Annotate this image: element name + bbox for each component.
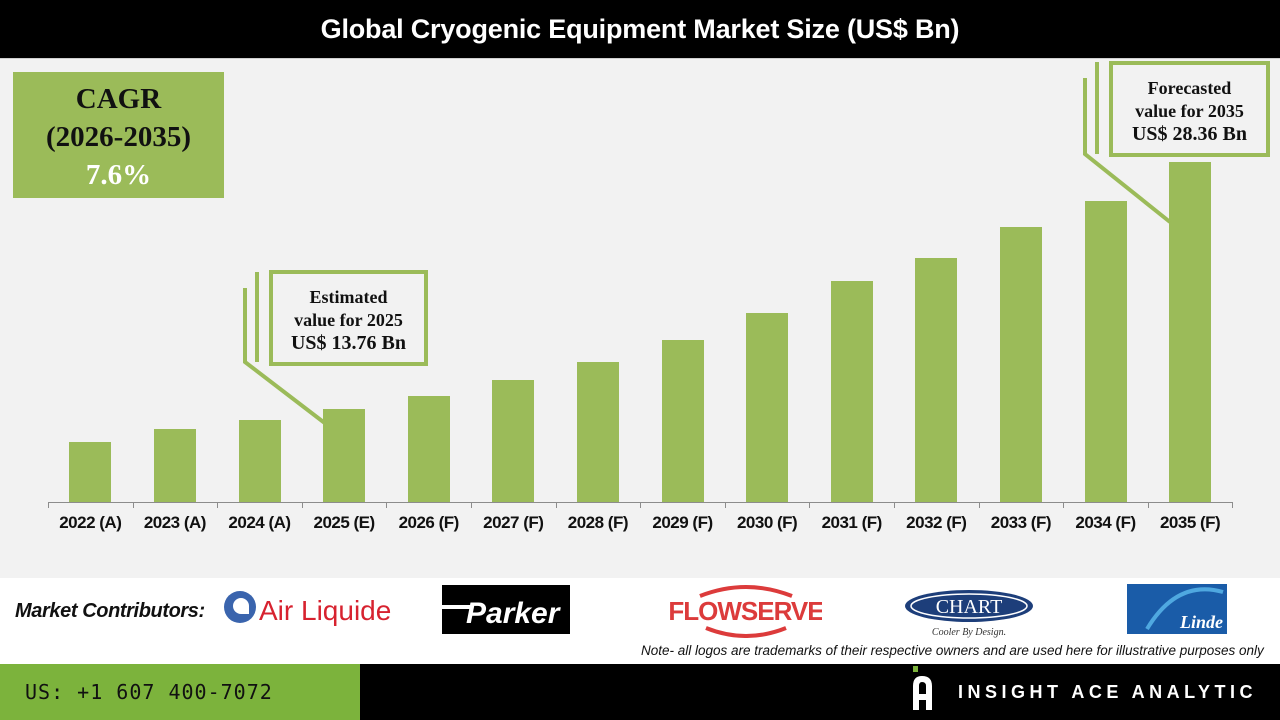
- x-axis-label: 2033 (F): [990, 513, 1052, 532]
- estimated-callout-value: US$ 13.76 Bn: [290, 332, 407, 354]
- footer-contact: US: +1 607 400-7072: [0, 664, 360, 720]
- brand-name: INSIGHT ACE ANALYTIC: [958, 682, 1258, 702]
- bar-2022: [69, 441, 112, 502]
- flowserve-icon: FLOWSERVE: [668, 585, 825, 638]
- svg-text:Cooler By Design.: Cooler By Design.: [932, 627, 1006, 638]
- title-bar: Global Cryogenic Equipment Market Size (…: [0, 0, 1280, 59]
- x-axis-tick: [978, 502, 980, 508]
- air-liquide-icon: Air Liquide: [224, 591, 391, 626]
- x-axis-tick: [471, 502, 472, 508]
- cagr-period: (2026-2035): [46, 121, 191, 153]
- x-axis-tick: [724, 502, 726, 508]
- x-axis-label: 2031 (F): [821, 513, 883, 532]
- bar-2028: [576, 361, 619, 502]
- air-liquide-logo: Air Liquide: [223, 590, 398, 626]
- bar-2031: [830, 280, 873, 502]
- x-axis-label: 2035 (F): [1159, 513, 1221, 532]
- cagr-box: CAGR (2026-2035) 7.6%: [13, 72, 224, 198]
- linde-logo: Linde: [1127, 584, 1227, 634]
- bar-2033: [999, 226, 1042, 502]
- x-axis-label: 2029 (F): [652, 513, 713, 532]
- footer-brand-bar: [360, 664, 1280, 720]
- x-axis-label: 2022 (A): [59, 513, 122, 532]
- estimated-callout-line2: value for 2025: [294, 310, 403, 330]
- forecasted-callout-line2: value for 2035: [1135, 101, 1244, 121]
- bar-2025: [323, 409, 366, 502]
- estimated-callout-line1: Estimated: [309, 287, 388, 307]
- x-axis-label: 2028 (F): [567, 513, 629, 532]
- svg-text:Linde: Linde: [1179, 612, 1223, 632]
- x-axis-label: 2030 (F): [736, 513, 798, 532]
- bar-2032: [915, 258, 958, 502]
- x-axis-tick: [894, 502, 895, 508]
- phone-number[interactable]: US: +1 607 400-7072: [25, 680, 273, 704]
- x-axis-tick: [1147, 502, 1149, 508]
- bar-2026: [407, 395, 450, 502]
- parker-logo: Parker: [442, 585, 570, 634]
- bar-2024: [238, 419, 281, 502]
- contributors-label: Market Contributors:: [15, 600, 205, 622]
- svg-text:Parker: Parker: [466, 597, 562, 630]
- x-axis-label: 2026 (F): [398, 513, 460, 532]
- bar-2034: [1084, 201, 1127, 502]
- x-axis-tick: [1063, 502, 1065, 508]
- contributors-strip: [0, 578, 1280, 664]
- forecasted-callout-line1: Forecasted: [1147, 78, 1232, 98]
- flowserve-logo: FLOWSERVE: [668, 584, 825, 638]
- bar-2035: [1169, 162, 1212, 502]
- x-axis-label: 2025 (E): [313, 513, 375, 532]
- x-axis-label: 2034 (F): [1075, 513, 1136, 532]
- x-axis-label: 2032 (F): [906, 513, 967, 532]
- x-axis-tick: [809, 502, 811, 508]
- parker-icon: Parker: [442, 597, 562, 630]
- svg-text:CHART: CHART: [936, 596, 1003, 618]
- bar-2023: [153, 428, 196, 502]
- cagr-value: 7.6%: [85, 159, 152, 191]
- linde-icon: Linde: [1145, 587, 1224, 632]
- x-axis-tick: [386, 502, 388, 508]
- svg-text:Air Liquide: Air Liquide: [259, 595, 391, 626]
- x-axis-tick: [1232, 502, 1234, 508]
- x-axis-label: 2024 (A): [228, 513, 291, 532]
- chart-title: Global Cryogenic Equipment Market Size (…: [320, 13, 960, 44]
- x-axis-tick: [48, 502, 49, 508]
- x-axis-tick: [217, 502, 219, 508]
- insight-ace-logo-icon: [913, 666, 932, 710]
- bar-2029: [661, 339, 704, 502]
- x-axis-tick: [301, 502, 303, 508]
- svg-text:FLOWSERVE: FLOWSERVE: [670, 596, 822, 626]
- chart-industries-icon: CHART Cooler By Design.: [905, 590, 1033, 638]
- bar-2030: [746, 313, 789, 502]
- x-axis-tick: [640, 502, 642, 508]
- trademark-note: Note- all logos are trademarks of their …: [641, 643, 1264, 658]
- x-axis: [48, 502, 1232, 503]
- x-axis-tick: [132, 502, 134, 508]
- forecasted-callout-value: US$ 28.36 Bn: [1131, 123, 1248, 145]
- x-axis-label: 2027 (F): [483, 513, 544, 532]
- bar-2027: [492, 380, 535, 502]
- x-axis-tick: [555, 502, 557, 508]
- forecasted-callout: Forecasted value for 2035 US$ 28.36 Bn: [1109, 61, 1270, 157]
- chart-industries-logo: CHART Cooler By Design.: [903, 588, 1039, 640]
- cagr-label: CAGR: [75, 83, 162, 115]
- estimated-callout: Estimated value for 2025 US$ 13.76 Bn: [269, 270, 428, 366]
- x-axis-label: 2023 (A): [143, 513, 207, 532]
